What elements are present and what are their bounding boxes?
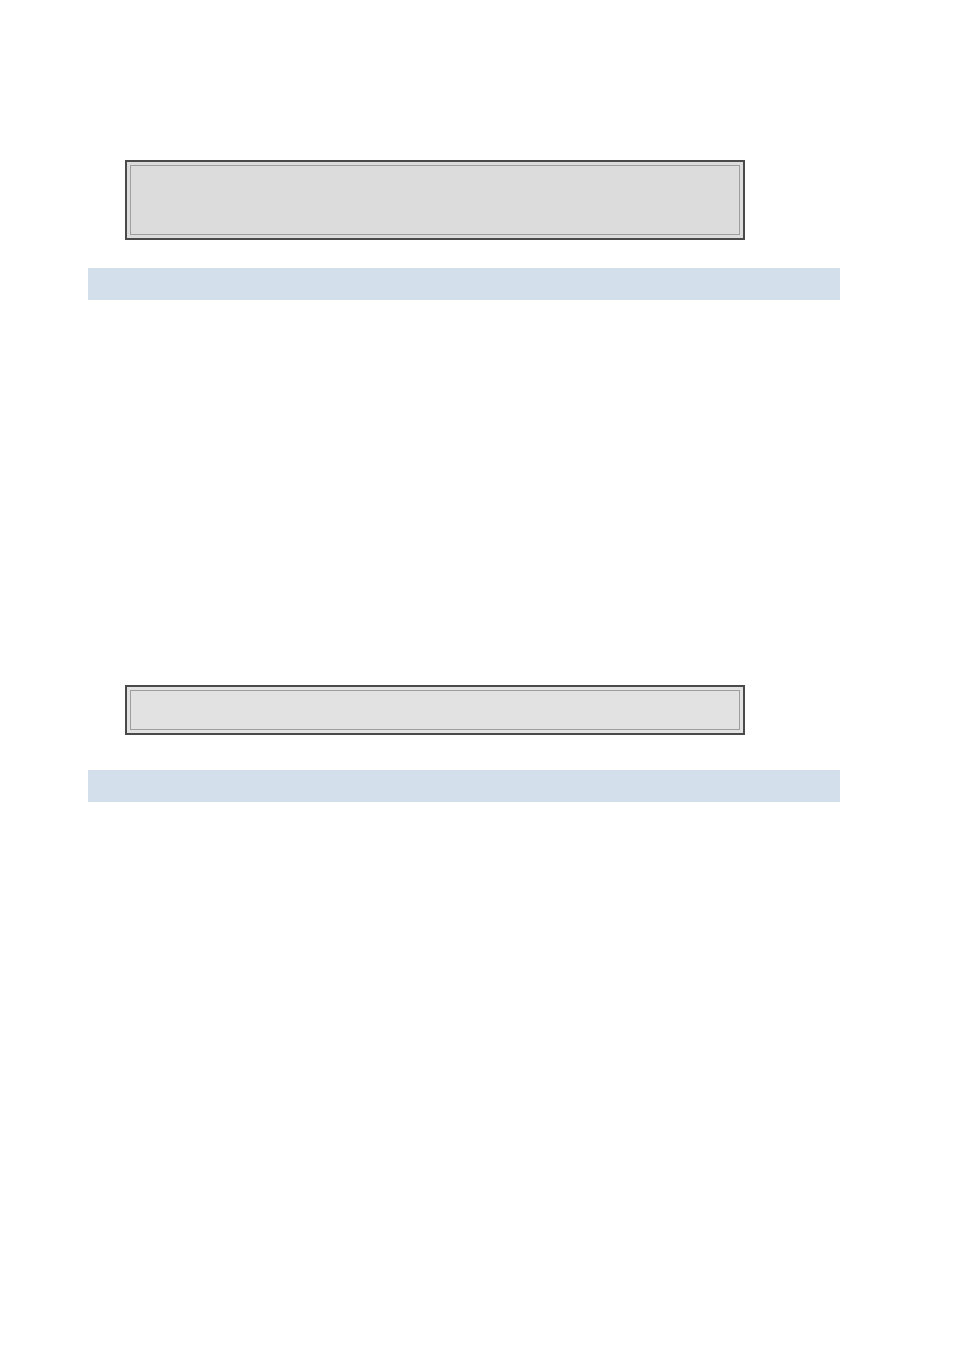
- page: [0, 0, 954, 1350]
- panel-top: [125, 160, 745, 240]
- panel-mid-inner: [130, 690, 740, 730]
- panel-mid: [125, 685, 745, 735]
- band-top: [88, 268, 840, 300]
- band-mid: [88, 770, 840, 802]
- panel-top-inner: [130, 165, 740, 235]
